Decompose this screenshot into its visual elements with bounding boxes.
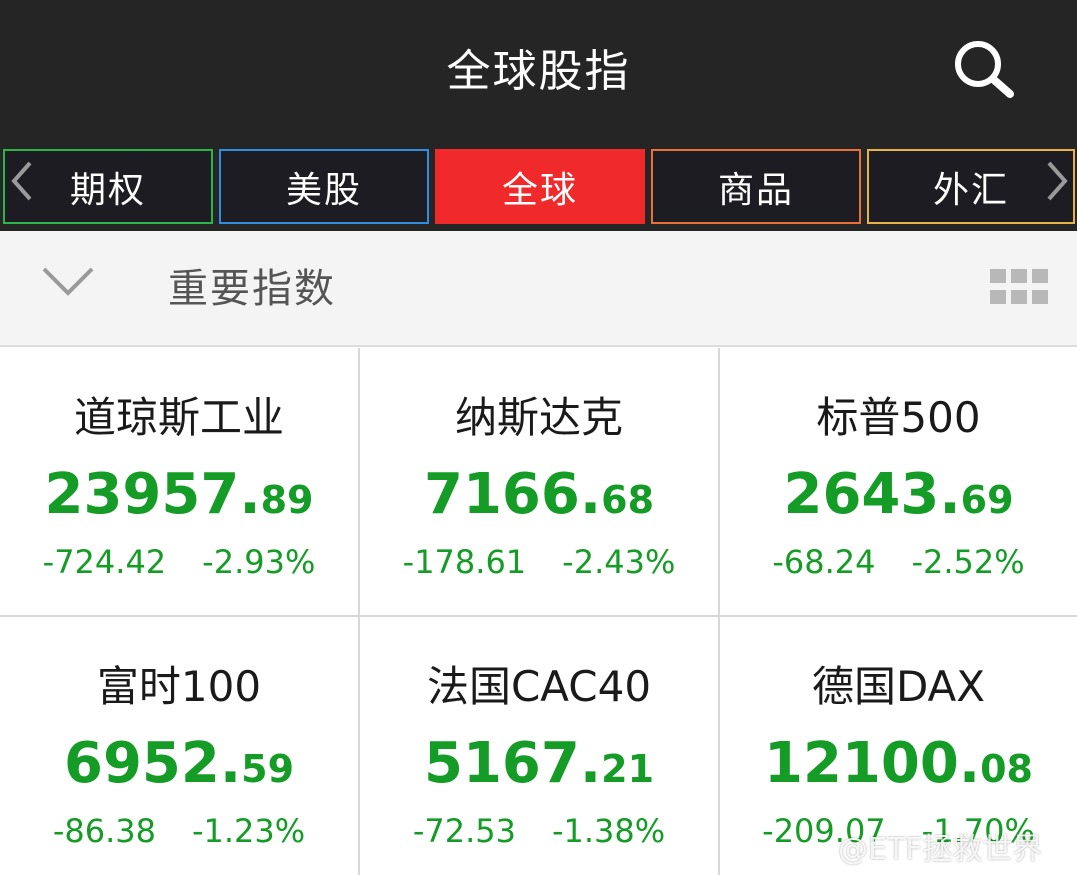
chevron-right-icon[interactable]: [1045, 159, 1069, 216]
tab-label: 期权: [69, 169, 146, 211]
index-card-nasdaq[interactable]: 纳斯达克 7166.68 -178.61 -2.43%: [360, 348, 718, 616]
change-percent: -2.93%: [202, 543, 316, 581]
tab-commodities[interactable]: 商品: [651, 149, 861, 224]
change-value: -209.07: [762, 812, 886, 850]
top-bar: 全球股指: [0, 0, 1077, 143]
index-price: 5167.21: [360, 729, 718, 812]
category-tabs: 期权 美股 全球 商品 外汇: [0, 143, 1077, 231]
price-integer: 12100.: [764, 731, 981, 796]
change-percent: -1.38%: [551, 812, 666, 850]
price-decimal: 21: [601, 747, 655, 791]
index-card-sp500[interactable]: 标普500 2643.69 -68.24 -2.52%: [720, 348, 1077, 616]
tab-global[interactable]: 全球: [435, 149, 645, 224]
search-button[interactable]: [950, 36, 1016, 102]
index-card-dax[interactable]: 德国DAX 12100.08 -209.07 -1.70%: [720, 617, 1077, 875]
tab-label: 全球: [501, 169, 578, 211]
change-value: -724.42: [42, 543, 167, 581]
index-name: 纳斯达克: [454, 393, 623, 442]
index-change: -178.61 -2.43%: [360, 540, 718, 584]
change-value: -72.53: [412, 812, 516, 850]
tab-us-stocks[interactable]: 美股: [219, 149, 429, 224]
tab-label: 商品: [717, 169, 794, 211]
index-card-ftse100[interactable]: 富时100 6952.59 -86.38 -1.23%: [0, 617, 358, 875]
price-integer: 6952.: [63, 731, 242, 796]
change-percent: -2.52%: [911, 543, 1025, 581]
grid-divider: [718, 348, 720, 875]
watermark: @ETF拯救世界: [838, 832, 1043, 867]
grid-divider: [0, 615, 1077, 617]
price-decimal: 69: [960, 478, 1014, 522]
section-title: 重要指数: [168, 266, 336, 312]
index-name: 富时100: [96, 662, 262, 711]
price-integer: 7166.: [423, 462, 602, 527]
change-percent: -2.43%: [562, 543, 676, 581]
price-decimal: 68: [601, 478, 655, 522]
change-percent: -1.23%: [191, 812, 306, 850]
search-icon: [955, 41, 1014, 98]
chevron-left-icon[interactable]: [10, 159, 34, 216]
index-change: -72.53 -1.38%: [360, 809, 718, 853]
page-title: 全球股指: [446, 46, 631, 97]
grid-icon: [990, 269, 1048, 304]
index-card-cac40[interactable]: 法国CAC40 5167.21 -72.53 -1.38%: [360, 617, 718, 875]
tab-label: 美股: [285, 169, 362, 211]
section-header: 重要指数: [0, 231, 1077, 347]
grid-divider: [358, 348, 360, 875]
price-decimal: 59: [241, 747, 295, 791]
collapse-toggle[interactable]: [38, 261, 98, 301]
index-price: 6952.59: [0, 729, 358, 812]
price-integer: 2643.: [783, 462, 961, 527]
price-integer: 23957.: [44, 462, 261, 527]
index-name: 道琼斯工业: [73, 393, 284, 442]
index-change: -209.07 -1.70%: [720, 809, 1077, 853]
change-value: -68.24: [772, 543, 876, 581]
index-card-dow[interactable]: 道琼斯工业 23957.89 -724.42 -2.93%: [0, 348, 358, 616]
grid-view-button[interactable]: [990, 269, 1048, 307]
index-price: 12100.08: [720, 729, 1077, 812]
index-price: 2643.69: [720, 460, 1077, 543]
index-name: 德国DAX: [811, 662, 986, 711]
index-name: 法国CAC40: [426, 662, 652, 711]
change-percent: -1.70%: [921, 812, 1035, 850]
price-decimal: 08: [980, 747, 1033, 791]
index-change: -86.38 -1.23%: [0, 809, 358, 853]
tab-label: 外汇: [932, 169, 1009, 211]
index-price: 7166.68: [360, 460, 718, 543]
chevron-down-icon: [42, 267, 94, 296]
tab-forex[interactable]: 外汇: [867, 149, 1075, 224]
tab-options[interactable]: 期权: [3, 149, 213, 224]
index-price: 23957.89: [0, 460, 358, 543]
price-decimal: 89: [260, 478, 314, 522]
change-value: -178.61: [402, 543, 527, 581]
index-change: -68.24 -2.52%: [720, 540, 1077, 584]
change-value: -86.38: [52, 812, 156, 850]
price-integer: 5167.: [423, 731, 602, 796]
index-change: -724.42 -2.93%: [0, 540, 358, 584]
index-name: 标普500: [816, 393, 981, 442]
